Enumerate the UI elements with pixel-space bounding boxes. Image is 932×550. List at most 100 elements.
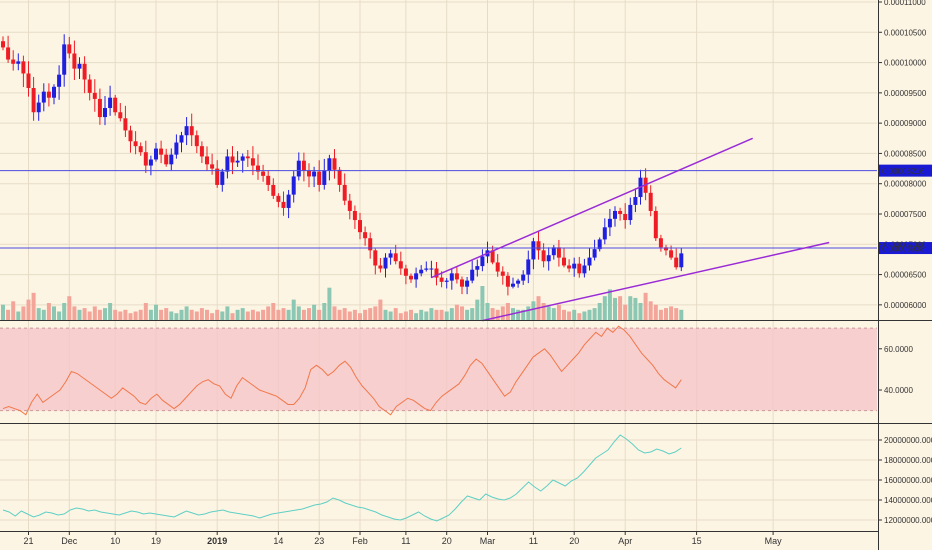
candle-body[interactable]	[210, 164, 215, 169]
candle-body[interactable]	[378, 265, 383, 269]
candle-body[interactable]	[26, 73, 31, 89]
candle-body[interactable]	[511, 283, 515, 287]
candle-body[interactable]	[352, 210, 357, 221]
candle-body[interactable]	[521, 274, 526, 281]
candle-body[interactable]	[572, 263, 577, 269]
candle-body[interactable]	[179, 135, 184, 143]
candle-body[interactable]	[587, 257, 592, 266]
candle-body[interactable]	[250, 158, 255, 166]
trendline-lower[interactable]	[482, 241, 830, 322]
candle-body[interactable]	[113, 97, 118, 113]
candle-body[interactable]	[449, 273, 454, 281]
candle-body[interactable]	[46, 91, 51, 98]
candle-body[interactable]	[347, 200, 352, 211]
candle-body[interactable]	[235, 160, 240, 163]
candle-body[interactable]	[164, 154, 169, 165]
candle-body[interactable]	[526, 259, 531, 275]
candle-body[interactable]	[562, 257, 566, 266]
candle-body[interactable]	[383, 257, 388, 269]
candle-body[interactable]	[429, 268, 434, 270]
candle-body[interactable]	[633, 197, 638, 205]
candle-body[interactable]	[373, 250, 378, 266]
candle-body[interactable]	[454, 273, 459, 280]
candle-body[interactable]	[332, 158, 337, 170]
candle-body[interactable]	[296, 160, 301, 177]
candle-body[interactable]	[592, 249, 597, 258]
trendline-upper[interactable]	[431, 137, 753, 279]
candle-body[interactable]	[628, 204, 633, 221]
candle-body[interactable]	[174, 142, 179, 155]
candle-body[interactable]	[317, 171, 322, 185]
candle-body[interactable]	[556, 247, 561, 258]
candle-body[interactable]	[138, 146, 143, 153]
candle-body[interactable]	[475, 266, 480, 270]
candle-body[interactable]	[551, 247, 556, 256]
candle-body[interactable]	[470, 269, 475, 281]
candle-body[interactable]	[465, 280, 470, 287]
candle-body[interactable]	[342, 184, 347, 201]
candle-body[interactable]	[409, 275, 413, 280]
candle-body[interactable]	[495, 262, 500, 272]
candle-body[interactable]	[41, 91, 46, 103]
candle-body[interactable]	[286, 194, 291, 208]
candle-body[interactable]	[679, 253, 684, 268]
candle-body[interactable]	[245, 156, 250, 159]
candle-body[interactable]	[577, 263, 582, 274]
candle-body[interactable]	[261, 171, 266, 176]
candle-body[interactable]	[118, 112, 123, 119]
candle-body[interactable]	[281, 201, 286, 208]
candle-body[interactable]	[541, 250, 546, 262]
candle-body[interactable]	[393, 253, 398, 262]
candle-body[interactable]	[67, 44, 72, 54]
candle-body[interactable]	[368, 238, 373, 251]
candle-body[interactable]	[312, 171, 317, 177]
candle-body[interactable]	[189, 126, 194, 136]
candle-body[interactable]	[1, 41, 5, 48]
candle-body[interactable]	[215, 168, 220, 185]
candle-body[interactable]	[240, 156, 245, 161]
candle-body[interactable]	[148, 159, 153, 166]
candle-body[interactable]	[500, 271, 505, 276]
candle-body[interactable]	[490, 250, 495, 263]
candle-body[interactable]	[419, 269, 424, 274]
candle-body[interactable]	[199, 146, 204, 157]
candle-body[interactable]	[480, 256, 485, 267]
candle-body[interactable]	[271, 184, 276, 196]
candle-body[interactable]	[72, 53, 77, 69]
oscillator-line[interactable]	[2, 325, 682, 416]
candle-body[interactable]	[194, 135, 199, 147]
candle-body[interactable]	[567, 265, 572, 269]
candle-body[interactable]	[57, 74, 62, 87]
candle-body[interactable]	[133, 141, 138, 147]
candle-body[interactable]	[664, 247, 668, 251]
candle-body[interactable]	[337, 169, 342, 185]
candle-body[interactable]	[220, 171, 225, 185]
candle-body[interactable]	[597, 239, 602, 250]
candle-body[interactable]	[607, 218, 612, 228]
candle-body[interactable]	[653, 210, 658, 239]
candle-body[interactable]	[403, 268, 408, 276]
candle-body[interactable]	[123, 118, 128, 131]
candle-body[interactable]	[602, 227, 607, 240]
candle-body[interactable]	[388, 253, 393, 258]
price-panel[interactable]	[0, 34, 877, 322]
candle-body[interactable]	[230, 156, 235, 163]
candle-body[interactable]	[11, 59, 16, 64]
candle-body[interactable]	[648, 192, 653, 211]
candle-body[interactable]	[154, 148, 158, 160]
candle-body[interactable]	[531, 241, 536, 260]
candle-body[interactable]	[6, 47, 11, 60]
candle-body[interactable]	[276, 195, 281, 202]
candle-body[interactable]	[674, 257, 679, 268]
candle-body[interactable]	[77, 63, 82, 69]
candle-body[interactable]	[434, 268, 439, 278]
candle-body[interactable]	[424, 268, 429, 270]
indicator-line[interactable]	[2, 434, 682, 522]
candle-body[interactable]	[87, 79, 92, 93]
candle-body[interactable]	[62, 44, 67, 75]
candle-body[interactable]	[536, 241, 541, 251]
candle-body[interactable]	[159, 148, 164, 155]
candle-body[interactable]	[301, 160, 306, 171]
candle-body[interactable]	[92, 92, 97, 99]
candle-body[interactable]	[618, 210, 623, 214]
